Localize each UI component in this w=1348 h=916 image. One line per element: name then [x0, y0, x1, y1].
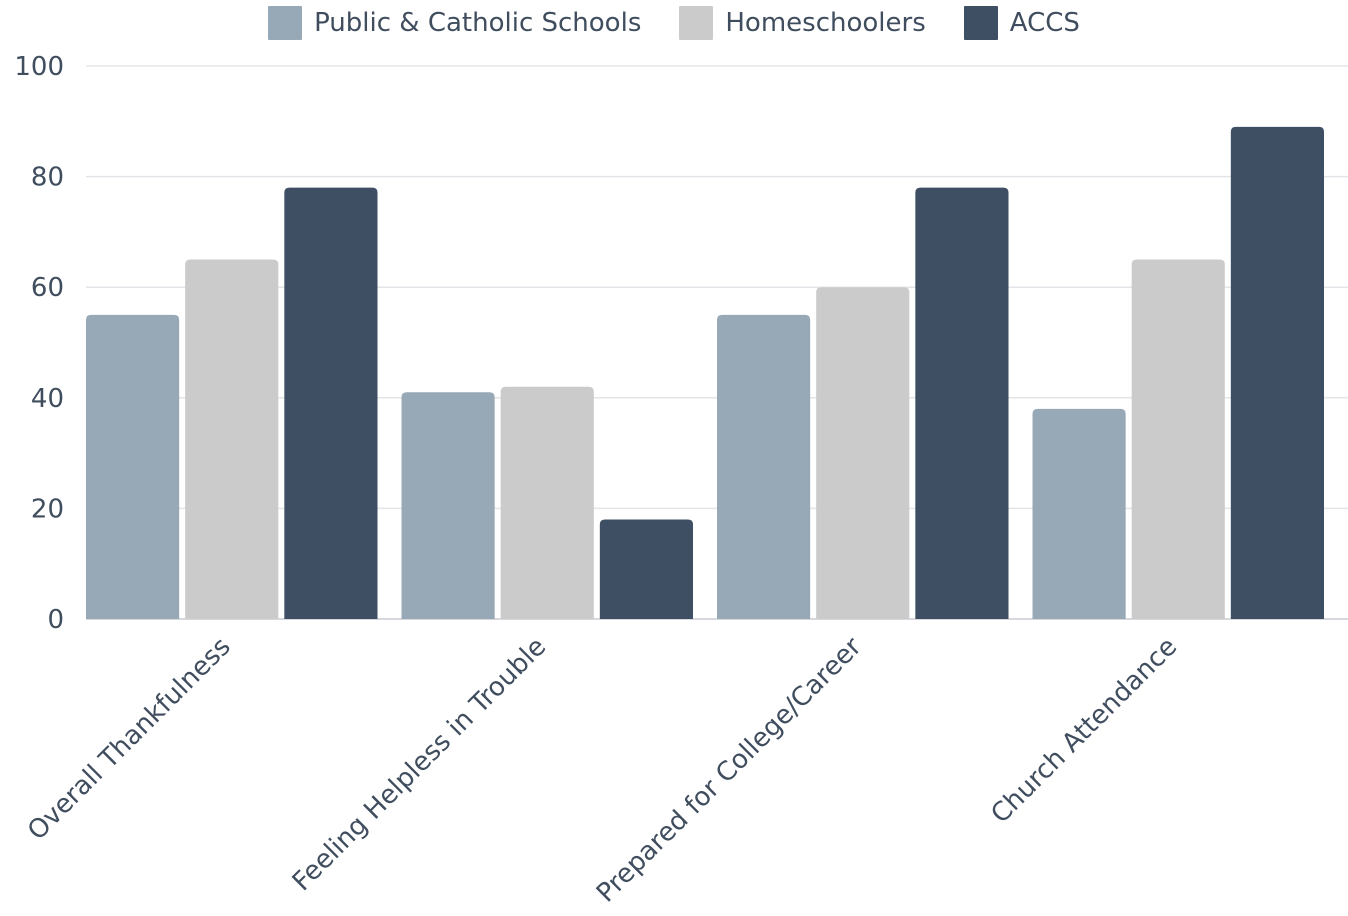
bar — [717, 314, 811, 619]
x-tick-label: Church Attendance — [985, 632, 1183, 830]
bar — [500, 386, 594, 619]
y-tick-label: 20 — [31, 494, 64, 524]
bar — [401, 392, 495, 619]
bar — [86, 314, 180, 619]
bar — [1230, 126, 1324, 619]
legend-swatch — [268, 6, 303, 40]
y-tick-label: 40 — [31, 384, 64, 414]
bar — [816, 287, 910, 619]
bar — [1131, 259, 1225, 619]
y-tick-label: 60 — [31, 273, 64, 303]
legend-label: ACCS — [1009, 8, 1080, 38]
bar — [1032, 408, 1126, 619]
bar — [185, 259, 279, 619]
y-tick-label: 100 — [14, 52, 64, 82]
legend-label: Homeschoolers — [725, 8, 926, 38]
legend-item-homeschoolers: Homeschoolers — [679, 6, 926, 40]
legend-item-public-catholic: Public & Catholic Schools — [268, 6, 641, 40]
x-tick-label: Overall Thankfulness — [22, 632, 237, 847]
legend-swatch — [679, 6, 714, 40]
x-tick-label: Prepared for College/Career — [591, 632, 868, 909]
bar — [284, 187, 378, 619]
legend-label: Public & Catholic Schools — [314, 8, 642, 38]
legend-swatch — [963, 6, 998, 40]
legend-item-accs: ACCS — [963, 6, 1080, 40]
y-tick-label: 0 — [47, 605, 64, 635]
y-tick-label: 80 — [31, 163, 64, 193]
bar — [915, 187, 1009, 619]
legend: Public & Catholic Schools Homeschoolers … — [0, 6, 1348, 40]
x-tick-label: Feeling Helpless in Trouble — [287, 632, 552, 897]
bar — [599, 519, 693, 619]
